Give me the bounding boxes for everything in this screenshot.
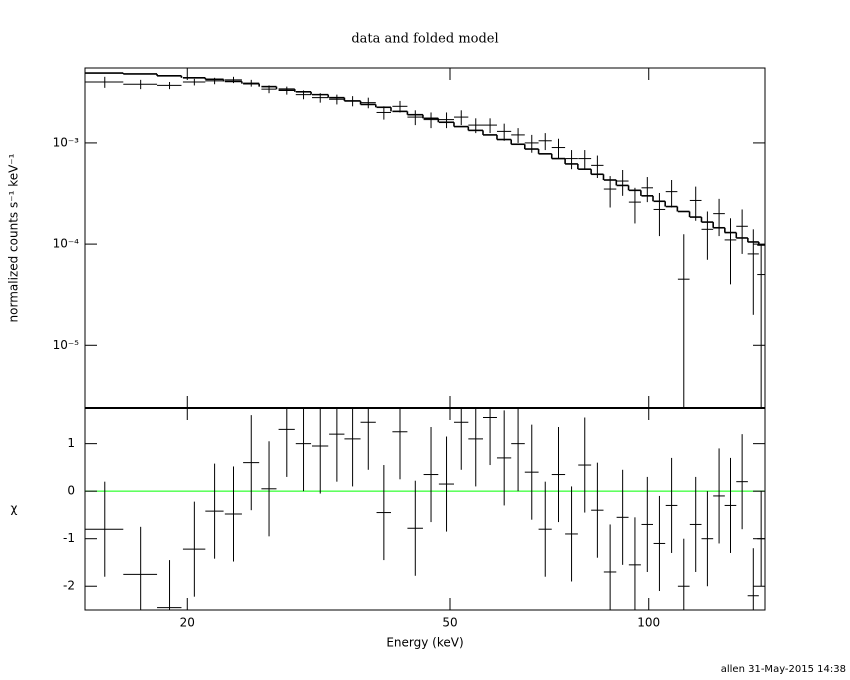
x-tick-label: 20	[180, 616, 195, 630]
y-tick-label: 0	[67, 484, 75, 498]
spectrum-panel	[85, 72, 765, 408]
y-tick-label: 1	[67, 436, 75, 450]
y-axis-label: χ	[11, 502, 18, 516]
residual-panel	[85, 408, 765, 610]
x-axis-label: Energy (keV)	[386, 636, 463, 650]
panel-frame	[84, 407, 766, 611]
x-tick-label: 50	[442, 616, 457, 630]
y-tick-label: -2	[63, 579, 75, 593]
y-axis-label: normalized counts s⁻¹ keV⁻¹	[7, 153, 21, 322]
y-tick-label: 10⁻⁴	[53, 237, 80, 251]
x-tick-label: 100	[637, 616, 660, 630]
footer: allen 31-May-2015 14:38	[721, 664, 846, 675]
y-tick-label: 10⁻³	[53, 135, 80, 149]
chart-title: data and folded model	[351, 32, 498, 47]
y-tick-label: 10⁻⁵	[53, 338, 80, 352]
y-tick-label: -1	[63, 531, 75, 545]
